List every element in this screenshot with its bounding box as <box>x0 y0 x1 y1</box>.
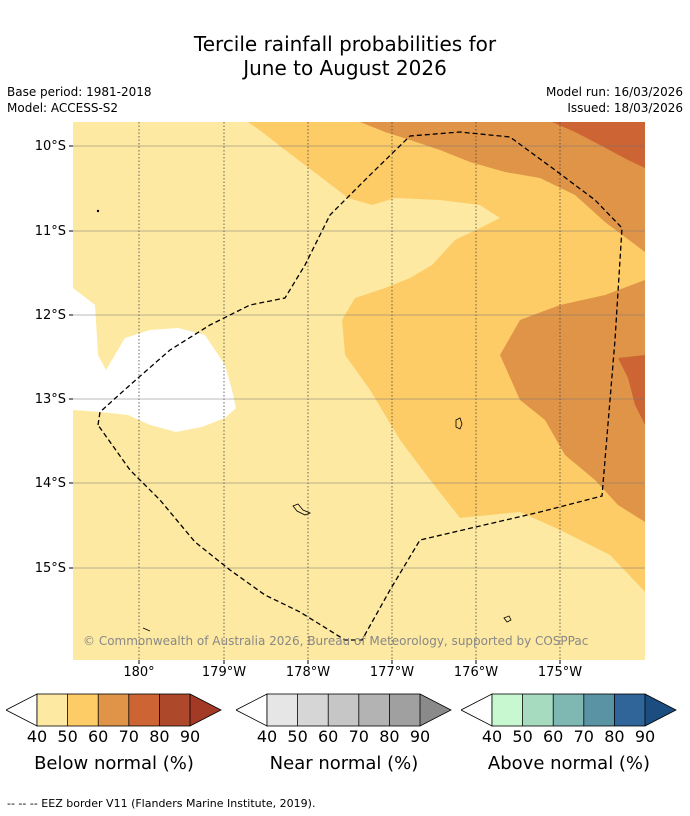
island-outline <box>96 209 100 213</box>
tick-label: 50 <box>57 727 78 746</box>
near-normal-colorbar <box>236 693 452 727</box>
tick-label: 50 <box>512 727 533 746</box>
tick-label: 40 <box>256 727 278 746</box>
title-line-1: Tercile rainfall probabilities for <box>193 32 497 56</box>
colorbar-high-extend <box>645 694 676 726</box>
island-outline <box>292 503 312 516</box>
tick-label: 70 <box>118 727 139 746</box>
region-below-70-80 <box>552 122 645 168</box>
graticule <box>73 122 645 660</box>
model-run: Model run: 16/03/2026 <box>545 85 683 99</box>
above-normal-colorbar <box>461 693 677 727</box>
lat-label: 13°S <box>34 392 66 407</box>
eez-border <box>97 131 623 641</box>
colorbar-swatch <box>37 694 68 726</box>
colorbar-low-extend <box>461 693 493 727</box>
near-normal-label: Near normal (%) <box>269 753 419 774</box>
tick-label: 60 <box>318 727 339 746</box>
chart-title: Tercile rainfall probabilities for June … <box>0 32 690 80</box>
lon-label: 178°W <box>285 665 331 680</box>
colorbar-swatch <box>614 694 645 726</box>
probability-map: © Commonwealth of Australia 2026, Bureau… <box>69 122 645 664</box>
lon-label: 179°W <box>201 665 247 680</box>
colorbar-swatch <box>159 694 190 726</box>
region-below-50-60 <box>248 122 645 592</box>
colorbar-swatch <box>358 694 390 726</box>
tick-label: 70 <box>573 727 594 746</box>
model-name: Model: ACCESS-S2 <box>7 101 119 115</box>
colorbar-swatch <box>128 694 160 726</box>
colorbar-low-extend <box>6 693 38 727</box>
lat-label: 14°S <box>34 476 66 491</box>
lon-label: 180° <box>123 665 155 680</box>
colorbar-swatch <box>492 694 523 726</box>
islands <box>96 209 512 632</box>
base-period: Base period: 1981-2018 <box>7 85 152 99</box>
region-below-60-70-south <box>500 280 645 522</box>
meta-left: Base period: 1981-2018 Model: ACCESS-S2 <box>7 84 152 116</box>
tick-label: 60 <box>543 727 564 746</box>
colorbar-swatch <box>583 694 615 726</box>
colorbar-swatch <box>67 694 99 726</box>
colorbar-swatch <box>553 694 584 726</box>
island-outline <box>142 627 151 632</box>
colorbar-high-extend <box>420 694 451 726</box>
tick-label: 80 <box>379 727 400 746</box>
lon-label: 177°W <box>369 665 415 680</box>
copyright-notice: © Commonwealth of Australia 2026, Bureau… <box>83 634 588 648</box>
colorbar-swatch <box>267 694 298 726</box>
colorbar-swatch <box>297 694 329 726</box>
region-below-70-80-east <box>618 355 645 425</box>
tick-label: 40 <box>481 727 503 746</box>
issued-date: Issued: 18/03/2026 <box>567 101 683 115</box>
tick-label: 90 <box>634 727 656 746</box>
tick-label: 80 <box>604 727 625 746</box>
region-below-60-70 <box>360 122 645 252</box>
tick-label: 70 <box>348 727 369 746</box>
island-outline <box>455 417 463 430</box>
lon-label: 175°W <box>537 665 583 680</box>
tick-label: 40 <box>26 727 48 746</box>
colorbar-low-extend <box>236 693 268 727</box>
island-outline <box>503 615 512 623</box>
lat-label: 12°S <box>34 308 66 323</box>
tick-label: 80 <box>149 727 170 746</box>
colorbar-high-extend <box>190 694 221 726</box>
tick-label: 50 <box>287 727 308 746</box>
lat-label: 15°S <box>34 561 66 576</box>
meta-right: Model run: 16/03/2026 Issued: 18/03/2026 <box>546 84 683 116</box>
lat-label: 11°S <box>34 224 66 239</box>
tick-label: 60 <box>88 727 109 746</box>
above-normal-label: Above normal (%) <box>487 753 651 774</box>
below-normal-colorbar <box>6 693 222 727</box>
colorbar-swatch <box>98 694 129 726</box>
colorbar-swatch <box>522 694 554 726</box>
lat-label: 10°S <box>34 139 66 154</box>
colorbar-swatch <box>328 694 359 726</box>
colorbar-swatch <box>389 694 420 726</box>
tick-label: 90 <box>409 727 431 746</box>
tick-label: 90 <box>179 727 201 746</box>
lon-label: 176°W <box>453 665 499 680</box>
below-normal-label: Below normal (%) <box>34 753 194 774</box>
eez-footnote: -- -- -- EEZ border V11 (Flanders Marine… <box>7 797 316 810</box>
title-line-2: June to August 2026 <box>243 56 447 80</box>
axis-ticks <box>69 145 561 664</box>
